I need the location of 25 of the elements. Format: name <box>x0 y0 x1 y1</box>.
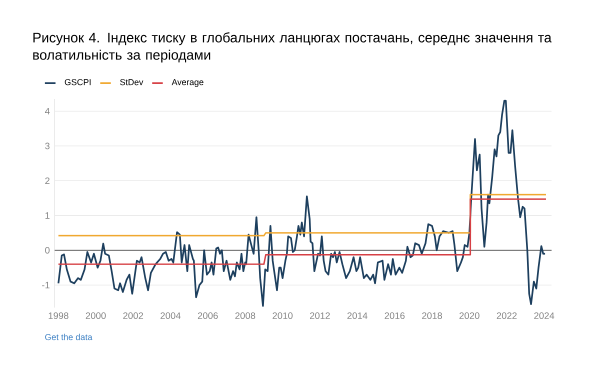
chart-title: Рисунок 4. Індекс тиску в глобальних ланцюгах постачань, середнє значення та волатильність за періодами <box>33 32 552 63</box>
y-tick-label: 1 <box>45 212 50 219</box>
y-tick-label: -1 <box>42 282 50 288</box>
x-tick-label: 2004 <box>160 312 181 319</box>
x-tick-label: 2014 <box>347 312 368 319</box>
x-tick-label: 2022 <box>496 312 517 319</box>
x-tick-label: 2016 <box>384 312 405 319</box>
x-tick-label: 2000 <box>86 312 106 319</box>
legend-label: StDev <box>120 79 144 86</box>
x-tick-label: 1998 <box>48 312 68 319</box>
y-tick-label: 4 <box>44 108 50 114</box>
y-tick-label: 2 <box>45 177 50 184</box>
x-tick-label: 2010 <box>272 312 293 319</box>
y-tick-label: 3 <box>45 142 50 150</box>
x-tick-label: 2012 <box>310 312 330 319</box>
x-tick-label: 2018 <box>422 312 442 319</box>
x-tick-label: 2020 <box>459 312 480 319</box>
legend-label: Average <box>172 79 204 87</box>
y-tick-label: 0 <box>45 246 50 254</box>
legend-label: GSCPI <box>64 79 91 86</box>
text: Get the data <box>45 334 92 340</box>
x-tick-label: 2024 <box>534 312 554 319</box>
x-tick-label: 2006 <box>198 312 218 319</box>
x-tick-label: 2002 <box>123 312 144 319</box>
x-tick-label: 2008 <box>235 312 256 319</box>
